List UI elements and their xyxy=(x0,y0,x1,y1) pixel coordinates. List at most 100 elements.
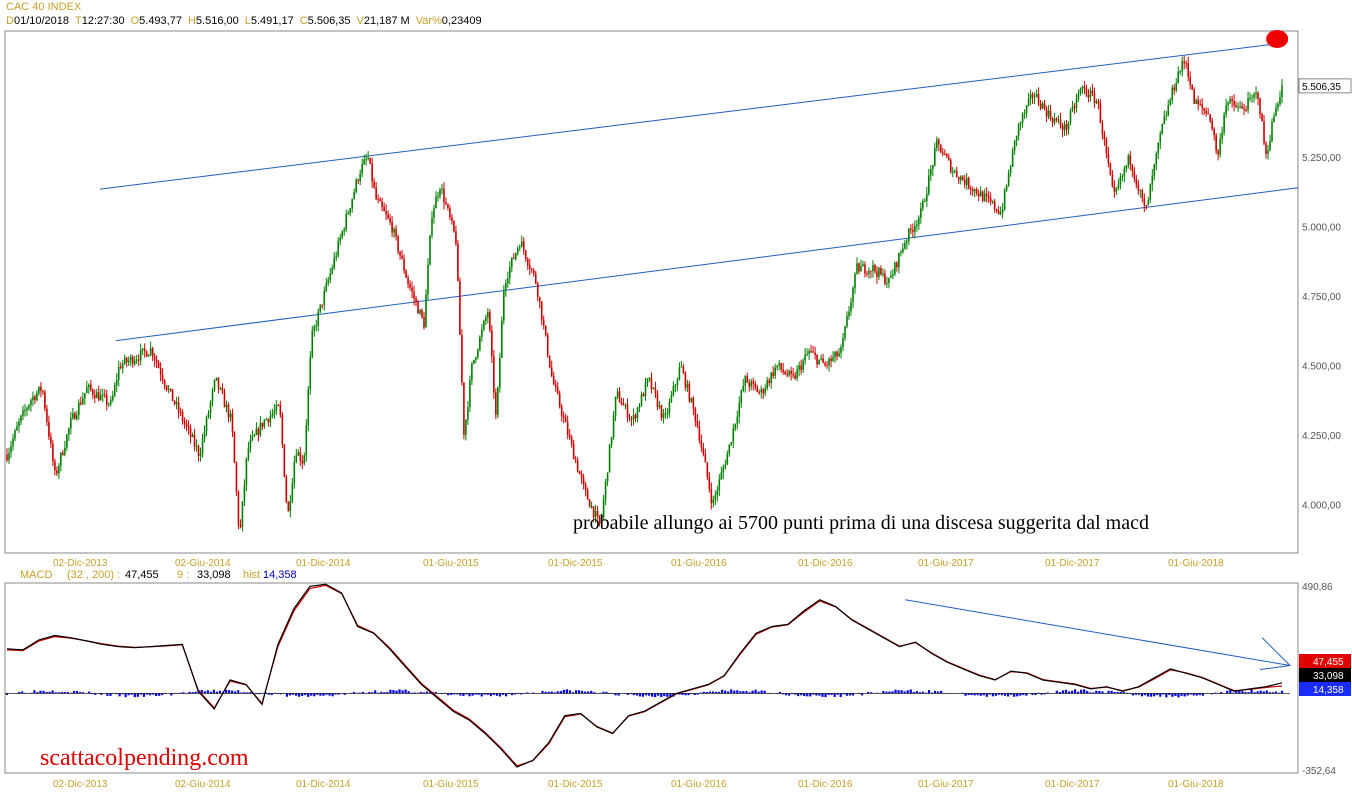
candle-body xyxy=(1055,118,1058,121)
candle-body xyxy=(1195,100,1197,104)
candle-body xyxy=(331,268,334,274)
macd-legend-name: MACD xyxy=(20,569,52,581)
candle-body xyxy=(993,201,996,210)
candle-body xyxy=(341,231,344,238)
candle-body xyxy=(1215,135,1217,151)
candle-body xyxy=(796,369,798,379)
candle-body xyxy=(36,393,38,401)
candle-body xyxy=(991,201,994,203)
candle-body xyxy=(321,304,324,306)
candle-body xyxy=(955,171,958,177)
quote-value: 5.493,77 xyxy=(139,15,182,27)
candle-body xyxy=(447,204,449,209)
candle-body xyxy=(411,287,413,292)
candle-body xyxy=(1125,165,1128,169)
candle-body xyxy=(305,425,308,456)
candle-body xyxy=(678,367,681,380)
candle-body xyxy=(526,259,529,266)
x-tick-label: 01-Giu-2015 xyxy=(423,558,479,569)
quote-key: O xyxy=(130,15,140,27)
candle-body xyxy=(74,413,76,420)
candle-body xyxy=(882,273,884,275)
candle-body xyxy=(650,377,653,389)
candle-body xyxy=(1053,118,1056,123)
candle-body xyxy=(315,325,318,327)
candle-body xyxy=(309,356,312,390)
quote-value: 21,187 M xyxy=(363,15,410,27)
candle-body xyxy=(191,435,194,437)
candle-body xyxy=(46,408,48,422)
candle-body xyxy=(1211,120,1213,130)
candle-body xyxy=(634,414,637,419)
candle-body xyxy=(894,262,896,275)
candle-body xyxy=(957,176,960,181)
candle-body xyxy=(429,235,431,265)
candle-body xyxy=(451,217,453,221)
candle-body xyxy=(419,309,421,314)
candle-body xyxy=(14,430,16,439)
candle-body xyxy=(1217,150,1219,155)
candle-body xyxy=(115,380,118,386)
candle-body xyxy=(1221,132,1223,139)
candle-body xyxy=(636,407,639,419)
candle-body xyxy=(159,367,162,375)
candle-body xyxy=(109,399,112,405)
last-price-label: 5.506,35 xyxy=(1302,82,1341,93)
candle-body xyxy=(572,443,575,460)
candle-body xyxy=(105,395,108,405)
candle-body xyxy=(706,462,709,477)
candle-body xyxy=(473,359,475,364)
macd-trend-line xyxy=(905,599,1291,667)
candle-body xyxy=(736,416,739,424)
candle-body xyxy=(93,394,96,399)
candle-body xyxy=(714,495,717,500)
candle-body xyxy=(403,258,405,271)
candle-body xyxy=(263,419,266,427)
candle-body xyxy=(754,383,757,387)
candle-body xyxy=(449,208,451,218)
macd-legend-value: 47,455 xyxy=(125,569,159,581)
candle-body xyxy=(193,435,196,447)
candle-body xyxy=(918,217,920,225)
candle-body xyxy=(1009,167,1012,174)
candle-body xyxy=(291,483,294,502)
candle-body xyxy=(690,398,693,402)
candle-body xyxy=(445,202,447,205)
candle-body xyxy=(147,354,150,357)
candle-body xyxy=(169,388,172,390)
candle-body xyxy=(317,311,320,326)
candle-body xyxy=(493,356,495,393)
candle-body xyxy=(514,252,517,259)
x-tick-label: 01-Giu-2016 xyxy=(671,779,727,790)
candle-body xyxy=(44,392,46,409)
candle-body xyxy=(513,257,515,259)
candle-body xyxy=(397,236,399,252)
candle-body xyxy=(389,218,391,223)
candle-body xyxy=(874,265,876,272)
candle-body xyxy=(836,351,838,357)
candle-body xyxy=(459,280,461,335)
candle-body xyxy=(1027,98,1030,106)
y-tick-label: 4.000,00 xyxy=(1302,501,1341,512)
candle-body xyxy=(1241,106,1243,109)
candle-body xyxy=(973,189,976,192)
candle-body xyxy=(939,144,942,153)
candle-body xyxy=(969,188,972,190)
candle-body xyxy=(1275,107,1277,117)
candle-body xyxy=(1165,115,1168,117)
candle-body xyxy=(554,384,557,387)
candle-body xyxy=(1267,150,1269,155)
candle-body xyxy=(556,386,559,394)
candle-body xyxy=(1219,138,1221,155)
macd-value-box xyxy=(1299,668,1351,682)
candle-body xyxy=(265,419,268,421)
candle-body xyxy=(203,431,206,439)
candle-body xyxy=(926,193,928,202)
candle-body xyxy=(937,139,940,145)
candle-body xyxy=(768,380,770,384)
candle-body xyxy=(730,442,733,445)
candle-body xyxy=(437,196,439,198)
candle-body xyxy=(195,445,198,447)
candle-body xyxy=(353,191,355,199)
candle-body xyxy=(963,180,966,185)
